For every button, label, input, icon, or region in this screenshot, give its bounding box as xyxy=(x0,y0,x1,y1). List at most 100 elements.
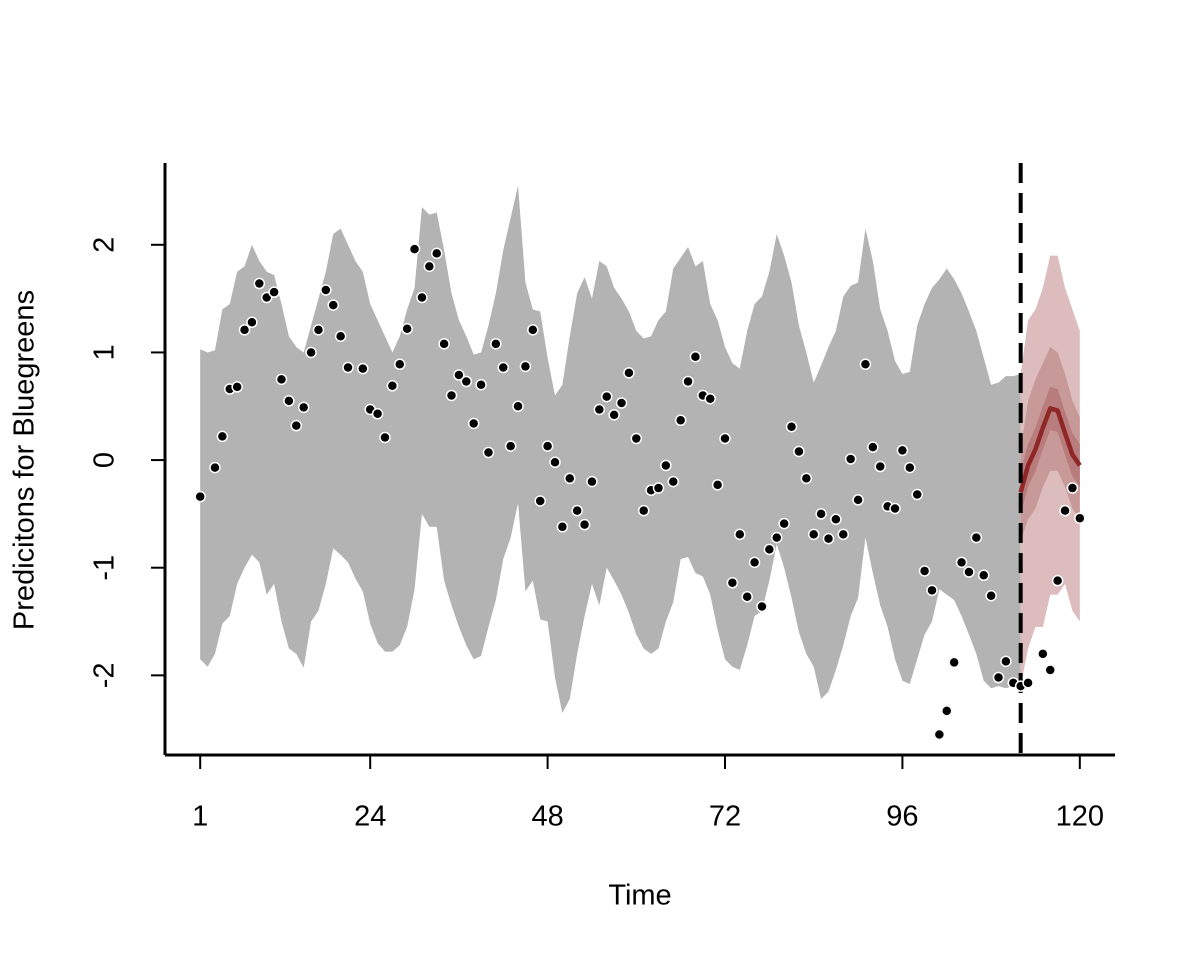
observation xyxy=(660,459,672,472)
observation xyxy=(556,521,569,533)
observation xyxy=(504,440,517,452)
observation xyxy=(992,671,1005,684)
observation xyxy=(541,440,554,452)
observation xyxy=(911,488,923,501)
observation xyxy=(726,577,739,589)
observation xyxy=(564,472,576,485)
observation xyxy=(534,495,546,507)
y-tick-label: -2 xyxy=(89,662,121,688)
observation xyxy=(918,565,931,577)
observation xyxy=(593,403,606,416)
observation xyxy=(970,531,983,544)
observation xyxy=(815,508,827,520)
observation xyxy=(608,409,620,421)
observation xyxy=(844,453,857,465)
observation xyxy=(822,532,835,545)
y-tick-label: -1 xyxy=(89,555,121,581)
x-tick-label: 48 xyxy=(531,801,563,833)
observation xyxy=(1044,664,1056,676)
observation xyxy=(741,591,753,603)
observation xyxy=(571,504,583,517)
observation xyxy=(985,589,997,602)
observation xyxy=(475,378,487,391)
observation xyxy=(652,482,665,494)
observation xyxy=(194,490,206,503)
x-tick-label: 1 xyxy=(192,801,208,833)
observation xyxy=(600,390,613,403)
observation xyxy=(312,324,325,336)
observation xyxy=(334,330,347,343)
observation xyxy=(327,299,339,311)
observation xyxy=(1000,655,1012,668)
x-tick-label: 24 xyxy=(354,801,386,833)
observation xyxy=(578,518,591,531)
observation xyxy=(549,456,561,468)
observation xyxy=(268,286,280,298)
observation xyxy=(896,444,909,457)
observation xyxy=(904,461,916,474)
observation xyxy=(852,494,864,506)
observation xyxy=(867,441,879,453)
observation xyxy=(837,528,850,541)
forecast-band xyxy=(1020,386,1080,514)
observation xyxy=(926,584,938,597)
observation xyxy=(246,316,258,329)
observation xyxy=(371,408,384,420)
observation xyxy=(209,461,221,474)
observation xyxy=(630,432,643,445)
observation xyxy=(1059,504,1071,517)
observation xyxy=(689,350,702,363)
observation xyxy=(297,401,310,414)
observation xyxy=(756,600,768,613)
observation xyxy=(430,247,443,260)
observation xyxy=(800,472,813,485)
observation xyxy=(667,475,680,488)
observation xyxy=(674,414,687,427)
observation xyxy=(615,397,628,409)
observation xyxy=(889,502,901,515)
observation xyxy=(423,260,436,273)
observation xyxy=(785,420,798,433)
x-tick-label: 120 xyxy=(1056,801,1104,833)
observation xyxy=(748,556,761,569)
observation xyxy=(394,358,406,371)
forecast-band xyxy=(1020,347,1080,541)
observation xyxy=(941,705,953,717)
observation xyxy=(1051,574,1064,587)
observation xyxy=(955,556,968,569)
observation xyxy=(386,380,399,392)
observation xyxy=(401,323,413,335)
observation xyxy=(438,338,450,350)
observation xyxy=(1066,482,1079,494)
observation xyxy=(874,460,886,473)
observation xyxy=(763,543,776,556)
observation xyxy=(711,479,724,491)
observation xyxy=(497,361,510,374)
observation xyxy=(859,358,872,371)
x-tick-label: 72 xyxy=(709,801,741,833)
y-tick-label: 1 xyxy=(89,344,121,360)
observation xyxy=(1037,648,1049,660)
x-tick-label: 96 xyxy=(886,801,918,833)
forecast-band xyxy=(1020,255,1080,687)
observation xyxy=(379,431,391,444)
observation xyxy=(719,432,731,445)
observation xyxy=(830,513,842,526)
observation xyxy=(734,528,746,541)
observation xyxy=(948,656,960,669)
observation xyxy=(586,475,598,488)
observation xyxy=(283,395,295,407)
forecast-median xyxy=(1018,406,1082,493)
observation xyxy=(1022,677,1034,689)
observation xyxy=(482,446,495,459)
y-axis-label: Predicitons for Bluegreens xyxy=(9,290,41,630)
observation xyxy=(933,728,946,741)
observation xyxy=(807,528,820,541)
observation xyxy=(512,400,524,413)
observation xyxy=(231,381,243,393)
observation xyxy=(704,392,716,405)
observation xyxy=(778,517,790,530)
observation xyxy=(770,531,783,544)
y-tick-label: 0 xyxy=(89,452,121,468)
